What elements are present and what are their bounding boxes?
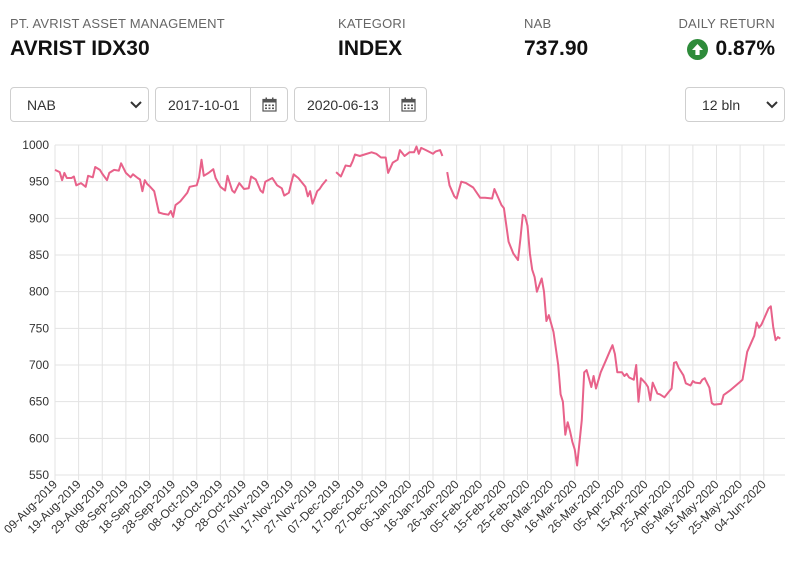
nav-label: NAB bbox=[524, 16, 552, 31]
y-tick-label: 600 bbox=[29, 431, 49, 445]
y-tick-label: 800 bbox=[29, 285, 49, 299]
nab-series-line bbox=[446, 171, 781, 467]
period-select[interactable]: 12 bln bbox=[685, 87, 785, 122]
chevron-down-icon bbox=[760, 100, 784, 109]
fund-name: AVRIST IDX30 bbox=[10, 37, 150, 60]
chevron-down-icon bbox=[124, 100, 148, 109]
y-tick-label: 550 bbox=[29, 468, 49, 482]
y-tick-label: 950 bbox=[29, 175, 49, 189]
nab-series-line bbox=[54, 158, 328, 218]
category-label: KATEGORI bbox=[338, 16, 406, 31]
nab-line-chart: 550600650700750800850900950100009-Aug-20… bbox=[1, 138, 785, 537]
category-block: KATEGORI INDEX bbox=[338, 16, 406, 62]
start-date-value: 2017-10-01 bbox=[168, 96, 240, 113]
category-value: INDEX bbox=[338, 37, 403, 60]
daily-return-block: DAILY RETURN 0.87% bbox=[678, 16, 775, 62]
metric-select-value: NAB bbox=[27, 96, 56, 113]
manager-block: PT. AVRIST ASSET MANAGEMENT AVRIST IDX30 bbox=[10, 16, 225, 62]
daily-return: 0.87% bbox=[687, 36, 775, 62]
nav-value: 737.90 bbox=[524, 37, 589, 60]
y-tick-label: 750 bbox=[29, 321, 49, 335]
manager-label: PT. AVRIST ASSET MANAGEMENT bbox=[10, 16, 225, 31]
y-tick-label: 650 bbox=[29, 395, 49, 409]
y-tick-label: 700 bbox=[29, 358, 49, 372]
arrow-up-circle-icon bbox=[687, 38, 709, 60]
y-tick-label: 1000 bbox=[22, 138, 49, 152]
nav-block: NAB 737.90 bbox=[524, 16, 588, 62]
nab-series-line bbox=[335, 145, 444, 178]
calendar-icon[interactable] bbox=[251, 97, 287, 112]
daily-return-value: 0.87% bbox=[715, 37, 775, 60]
metric-select[interactable]: NAB bbox=[10, 87, 149, 122]
period-select-value: 12 bln bbox=[702, 96, 741, 113]
start-date-input[interactable]: 2017-10-01 bbox=[155, 87, 288, 122]
y-tick-label: 850 bbox=[29, 248, 49, 262]
calendar-icon[interactable] bbox=[390, 97, 426, 112]
daily-return-label: DAILY RETURN bbox=[678, 16, 775, 31]
end-date-input[interactable]: 2020-06-13 bbox=[294, 87, 427, 122]
y-tick-label: 900 bbox=[29, 211, 49, 225]
end-date-value: 2020-06-13 bbox=[307, 96, 379, 113]
fund-header: PT. AVRIST ASSET MANAGEMENT AVRIST IDX30… bbox=[0, 0, 795, 70]
